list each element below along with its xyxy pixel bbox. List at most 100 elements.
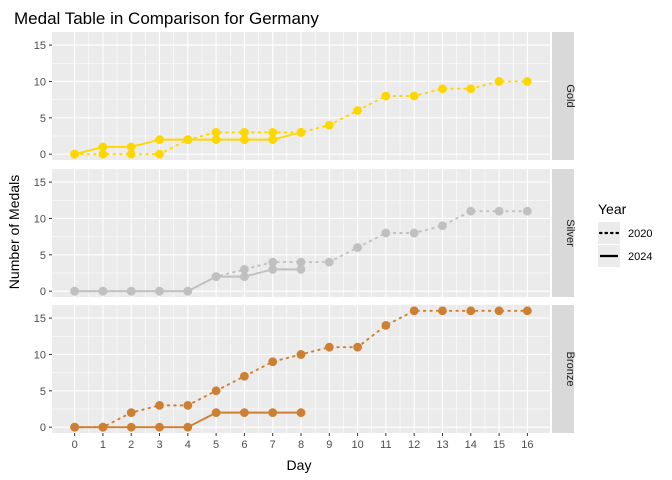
data-point-2024 [240, 408, 249, 418]
data-point-2020 [211, 127, 221, 137]
data-point-2024 [296, 264, 306, 274]
panel-gold: 0 5 10 15 Gold [34, 32, 576, 161]
x-axis-title: Day [287, 457, 312, 473]
data-point-2024 [98, 286, 108, 296]
x-tick-label: 12 [408, 439, 420, 451]
x-tick-label: 6 [241, 439, 247, 451]
panel-bronze: 0 5 10 15 Bronze [34, 305, 576, 434]
x-tick-label: 7 [270, 439, 276, 451]
data-point-2020 [381, 228, 391, 238]
strip-label: Bronze [564, 352, 576, 387]
y-tick-label: 15 [34, 40, 46, 52]
y-tick-label: 10 [34, 349, 46, 361]
x-tick-label: 2 [128, 439, 134, 451]
data-point-2020 [268, 357, 278, 367]
data-point-2020 [494, 306, 504, 316]
data-point-2020 [324, 120, 334, 130]
series-line-2020 [73, 80, 529, 156]
y-tick-label: 15 [34, 177, 46, 189]
data-point-2020 [268, 127, 278, 137]
data-point-2020 [324, 342, 334, 352]
x-tick-label: 14 [465, 439, 477, 451]
data-point-2024 [211, 272, 221, 282]
data-point-2024 [240, 272, 249, 282]
legend: Year 2020 2024 [598, 201, 652, 267]
y-tick-label: 0 [40, 286, 46, 298]
legend-label-2024: 2024 [628, 251, 652, 263]
y-tick-label: 5 [40, 113, 46, 125]
data-point-2020 [381, 91, 391, 101]
data-point-2020 [183, 400, 193, 410]
y-tick-label: 15 [34, 313, 46, 325]
x-tick-label: 3 [156, 439, 162, 451]
x-tick-label: 1 [100, 439, 106, 451]
data-point-2020 [126, 408, 136, 418]
data-point-2020 [324, 257, 334, 267]
data-point-2020 [522, 77, 532, 86]
data-point-2020 [381, 320, 391, 330]
data-point-2020 [494, 77, 504, 86]
x-tick-label: 15 [493, 439, 505, 451]
data-point-2020 [438, 306, 447, 316]
data-point-2024 [268, 408, 278, 418]
data-point-2024 [155, 286, 164, 296]
data-point-2024 [98, 422, 108, 432]
data-point-2020 [522, 206, 532, 216]
data-point-2020 [409, 228, 419, 238]
data-point-2024 [98, 142, 108, 152]
data-point-2020 [268, 257, 278, 267]
strip-background [552, 169, 574, 297]
y-axis-title: Number of Medals [6, 175, 22, 289]
data-point-2020 [438, 221, 447, 231]
data-point-2020 [466, 206, 476, 216]
data-point-2024 [296, 127, 306, 137]
data-point-2020 [494, 206, 504, 216]
legend-label-2020: 2020 [628, 228, 652, 240]
data-point-2024 [155, 135, 164, 145]
strip-label: Gold [564, 84, 576, 107]
data-point-2020 [438, 84, 447, 94]
data-point-2020 [296, 257, 306, 267]
data-point-2020 [240, 264, 249, 274]
chart-panels: 0 5 10 15 Gold 0 5 10 15 Silver 0 5 10 15 Bronze [34, 32, 576, 434]
y-tick-label: 0 [40, 149, 46, 161]
x-tick-label: 9 [326, 439, 332, 451]
data-point-2020 [466, 84, 476, 94]
data-point-2024 [70, 286, 80, 296]
x-tick-label: 16 [521, 439, 533, 451]
chart-title: Medal Table in Comparison for Germany [14, 9, 319, 28]
x-tick-label: 0 [72, 439, 78, 451]
x-tick-label: 11 [380, 439, 391, 451]
y-tick-label: 0 [40, 422, 46, 434]
data-point-2020 [211, 386, 221, 396]
y-tick-label: 10 [34, 213, 46, 225]
strip-background [552, 305, 574, 433]
x-axis: 0 1 2 3 4 5 6 7 8 9 10 11 12 13 14 15 16 [72, 433, 533, 451]
data-point-2020 [296, 350, 306, 359]
strip-background [552, 32, 574, 160]
data-point-2020 [353, 106, 362, 115]
strip-label: Silver [564, 219, 576, 247]
data-point-2020 [522, 306, 532, 316]
x-tick-label: 4 [185, 439, 191, 451]
data-point-2024 [70, 149, 80, 159]
x-tick-label: 5 [213, 439, 219, 451]
data-point-2020 [155, 400, 164, 410]
legend-title: Year [598, 201, 627, 217]
data-point-2020 [409, 306, 419, 316]
y-tick-label: 5 [40, 250, 46, 262]
legend-key-2020 [598, 222, 620, 244]
data-point-2020 [240, 371, 249, 381]
data-point-2024 [268, 264, 278, 274]
data-point-2020 [466, 306, 476, 316]
data-point-2024 [70, 422, 80, 432]
data-point-2024 [296, 408, 306, 418]
data-point-2024 [126, 422, 136, 432]
data-point-2024 [268, 135, 278, 145]
data-point-2020 [155, 149, 164, 159]
data-point-2024 [183, 286, 193, 296]
data-point-2024 [211, 408, 221, 418]
data-point-2020 [353, 342, 362, 352]
data-point-2020 [126, 149, 136, 159]
